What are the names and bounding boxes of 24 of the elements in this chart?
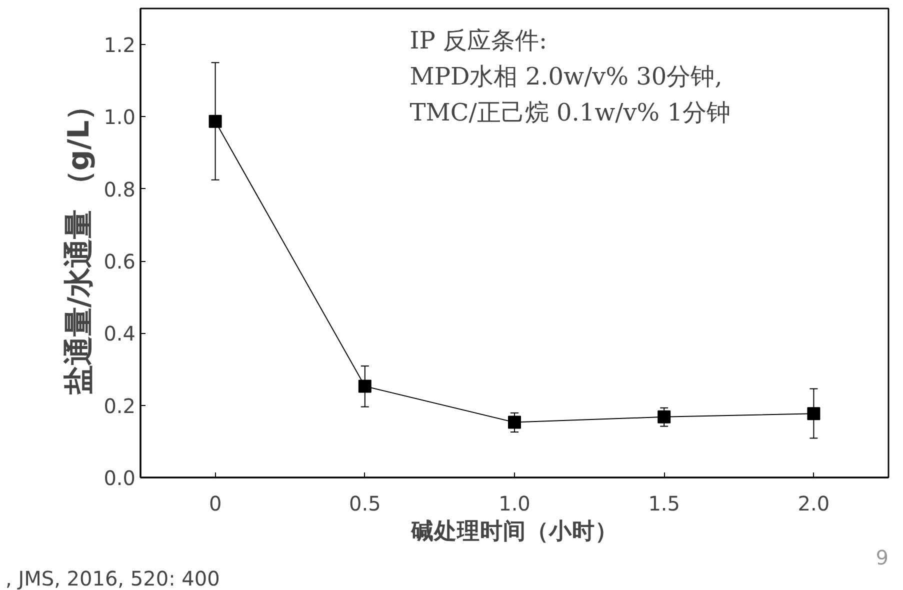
- point: [658, 410, 671, 424]
- point: [358, 380, 372, 393]
- y-tick-label: 0.6: [104, 250, 136, 274]
- annotation: TMC/正己烷 0.1w/v% 1分钟: [410, 98, 730, 127]
- x-tick-label: 0: [208, 492, 222, 516]
- point: [208, 114, 222, 128]
- point: [807, 407, 820, 420]
- y-tick-label: 1.2: [104, 33, 136, 58]
- y-tick-label: 0.2: [104, 394, 136, 418]
- point: [508, 416, 521, 429]
- x-tick-label: 0.5: [348, 492, 381, 516]
- text: 9: [876, 546, 889, 570]
- annotation: IP 反应条件:: [410, 26, 548, 55]
- y-tick-label: 0.4: [104, 322, 136, 346]
- x-tick-label: 1.5: [648, 492, 680, 516]
- x-tick-label: 2.0: [798, 492, 830, 516]
- x-tick-label: 1.0: [498, 492, 530, 516]
- y-tick-label: 0.8: [104, 177, 136, 202]
- y-axis-title: 盐通量/水通量 （g/L）: [62, 91, 96, 396]
- y-tick-label: 0.0: [104, 466, 136, 490]
- x-axis-title: 碱处理时间（小时）: [410, 518, 618, 544]
- y-tick-label: 1.0: [104, 105, 136, 130]
- text: , JMS, 2016, 520: 400: [6, 566, 220, 590]
- annotation: MPD水相 2.0w/v% 30分钟,: [410, 62, 722, 91]
